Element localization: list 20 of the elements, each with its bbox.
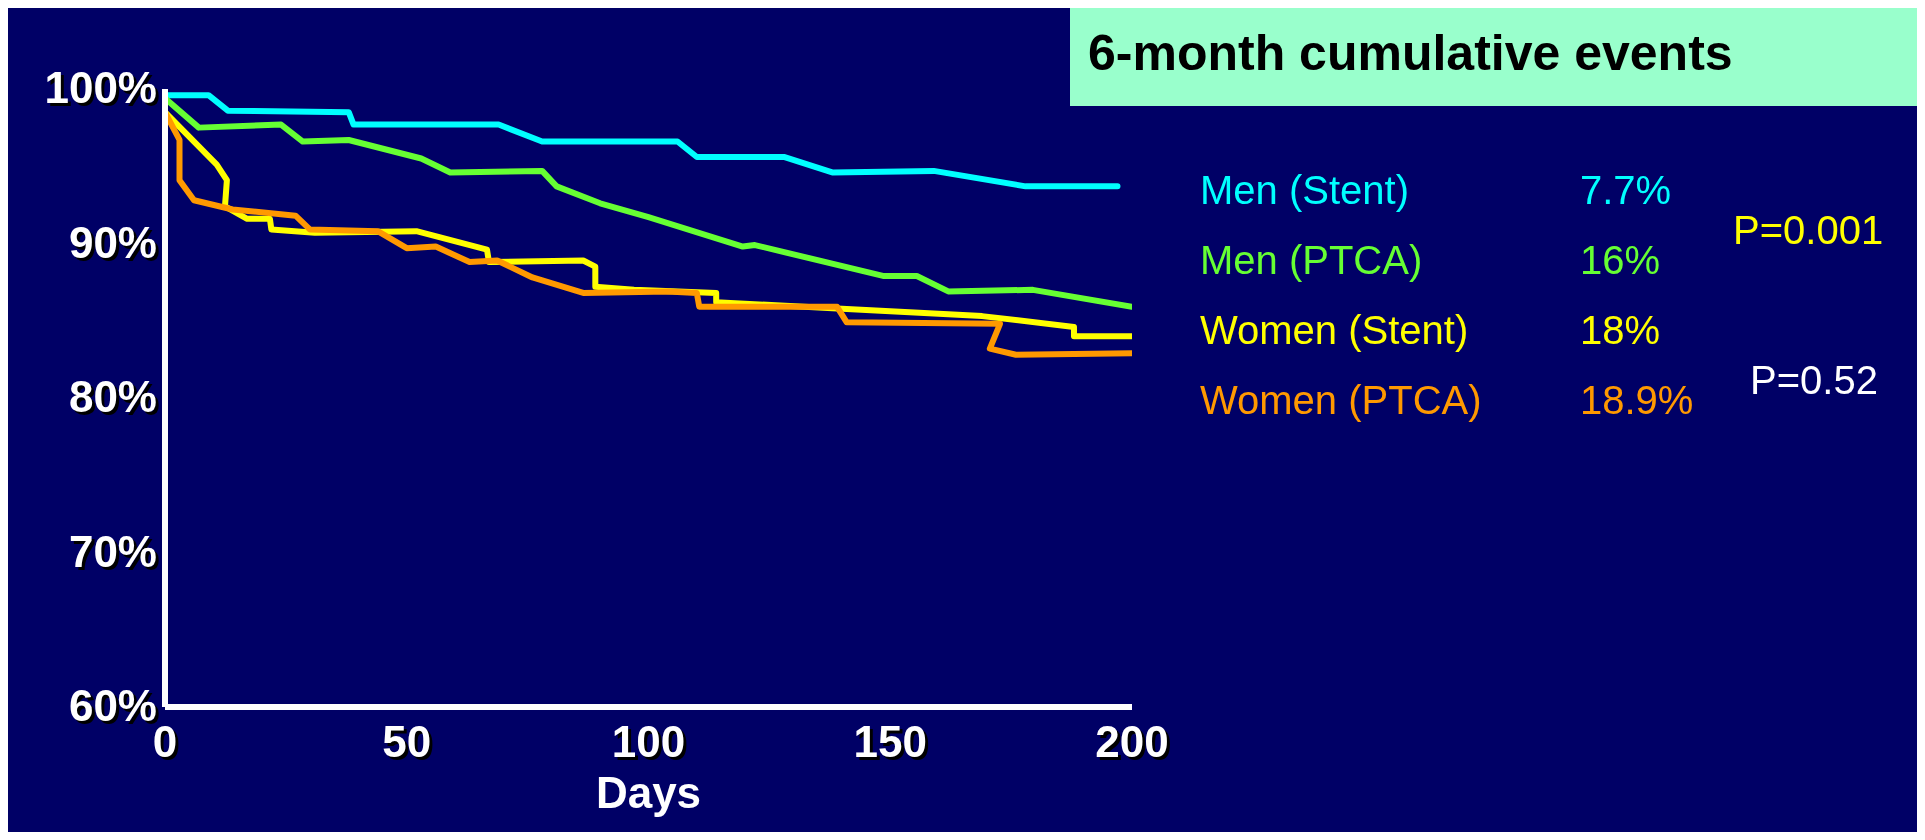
text: 18.9% — [1580, 378, 1694, 424]
text: 18% — [1580, 308, 1661, 354]
x-tick-label: 50 — [382, 717, 432, 766]
x-tick-label: 200 — [1095, 717, 1169, 766]
y-tick-label: 100% — [47, 66, 160, 115]
y-tick-label: 90% — [71, 220, 160, 270]
series-label: Women (PTCA) — [1200, 378, 1483, 424]
x-axis-title: Days — [595, 768, 702, 817]
text: 7.7% — [1580, 168, 1672, 214]
series-label: Women (Stent) — [1200, 308, 1470, 354]
y-tick-label: 80% — [71, 375, 160, 424]
y-tick-label: 70% — [71, 529, 160, 579]
text: P=0.001 — [1733, 208, 1884, 253]
x-tick-label: 150 — [853, 717, 927, 766]
text: Men (Stent) — [1200, 168, 1410, 214]
series-label: Men (PTCA) — [1200, 238, 1424, 284]
x-tick-label: 100 — [611, 717, 686, 766]
text: P=0.52 — [1750, 358, 1878, 403]
text: 16% — [1580, 238, 1661, 284]
title-panel: 6-month cumulative events — [1070, 8, 1917, 106]
